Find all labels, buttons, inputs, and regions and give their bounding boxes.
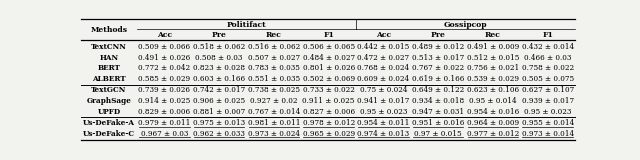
Text: 0.881 ± 0.007: 0.881 ± 0.007 (193, 108, 245, 116)
Text: 0.947 ± 0.031: 0.947 ± 0.031 (412, 108, 464, 116)
Text: 0.505 ± 0.075: 0.505 ± 0.075 (522, 75, 573, 83)
Text: Rec: Rec (485, 31, 501, 39)
Text: UPFD: UPFD (97, 108, 120, 116)
Text: 0.756 ± 0.021: 0.756 ± 0.021 (467, 64, 519, 72)
Text: 0.491 ± 0.026: 0.491 ± 0.026 (138, 54, 191, 62)
Text: 0.939 ± 0.017: 0.939 ± 0.017 (522, 97, 573, 105)
Text: 0.623 ± 0.106: 0.623 ± 0.106 (467, 86, 519, 94)
Text: Politifact: Politifact (227, 21, 266, 29)
Text: 0.783 ± 0.035: 0.783 ± 0.035 (248, 64, 300, 72)
Text: HAN: HAN (99, 54, 118, 62)
Text: 0.619 ± 0.166: 0.619 ± 0.166 (412, 75, 465, 83)
Text: TextGCN: TextGCN (92, 86, 127, 94)
Text: 0.973 ± 0.014: 0.973 ± 0.014 (522, 130, 573, 138)
Text: 0.95 ± 0.023: 0.95 ± 0.023 (524, 108, 572, 116)
Text: 0.981 ± 0.011: 0.981 ± 0.011 (248, 119, 300, 127)
Text: TextCNN: TextCNN (91, 43, 127, 51)
Text: 0.974 ± 0.013: 0.974 ± 0.013 (357, 130, 410, 138)
Text: 0.627 ± 0.107: 0.627 ± 0.107 (522, 86, 574, 94)
Text: 0.823 ± 0.028: 0.823 ± 0.028 (193, 64, 245, 72)
Text: 0.75 ± 0.024: 0.75 ± 0.024 (360, 86, 407, 94)
Text: 0.484 ± 0.027: 0.484 ± 0.027 (303, 54, 355, 62)
Text: ALBERT: ALBERT (92, 75, 126, 83)
Text: Us-DeFake-C: Us-DeFake-C (83, 130, 135, 138)
Text: Gossipcop: Gossipcop (444, 21, 487, 29)
Text: 0.585 ± 0.029: 0.585 ± 0.029 (138, 75, 191, 83)
Text: 0.906 ± 0.025: 0.906 ± 0.025 (193, 97, 245, 105)
Text: 0.941 ± 0.017: 0.941 ± 0.017 (357, 97, 410, 105)
Text: 0.491 ± 0.009: 0.491 ± 0.009 (467, 43, 519, 51)
Text: 0.738 ± 0.025: 0.738 ± 0.025 (248, 86, 300, 94)
Text: Acc: Acc (376, 31, 391, 39)
Text: 0.742 ± 0.017: 0.742 ± 0.017 (193, 86, 245, 94)
Text: Acc: Acc (157, 31, 172, 39)
Text: 0.472 ± 0.027: 0.472 ± 0.027 (357, 54, 410, 62)
Text: 0.97 ± 0.015: 0.97 ± 0.015 (414, 130, 462, 138)
Text: 0.513 ± 0.017: 0.513 ± 0.017 (412, 54, 464, 62)
Text: 0.512 ± 0.015: 0.512 ± 0.015 (467, 54, 519, 62)
Text: 0.739 ± 0.026: 0.739 ± 0.026 (138, 86, 191, 94)
Text: 0.432 ± 0.014: 0.432 ± 0.014 (522, 43, 573, 51)
Text: GraphSage: GraphSage (86, 97, 131, 105)
Text: 0.954 ± 0.016: 0.954 ± 0.016 (467, 108, 519, 116)
Text: 0.466 ± 0.03: 0.466 ± 0.03 (524, 54, 572, 62)
Text: Us-DeFake-A: Us-DeFake-A (83, 119, 135, 127)
Text: Methods: Methods (90, 26, 127, 34)
Text: 0.507 ± 0.027: 0.507 ± 0.027 (248, 54, 300, 62)
Text: 0.954 ± 0.011: 0.954 ± 0.011 (357, 119, 410, 127)
Text: 0.801 ± 0.026: 0.801 ± 0.026 (303, 64, 355, 72)
Text: F1: F1 (542, 31, 553, 39)
Text: 0.506 ± 0.065: 0.506 ± 0.065 (303, 43, 355, 51)
Text: 0.911 ± 0.025: 0.911 ± 0.025 (303, 97, 355, 105)
Text: 0.518 ± 0.062: 0.518 ± 0.062 (193, 43, 245, 51)
Text: 0.767 ± 0.014: 0.767 ± 0.014 (248, 108, 300, 116)
Text: 0.502 ± 0.069: 0.502 ± 0.069 (303, 75, 355, 83)
Text: Pre: Pre (212, 31, 227, 39)
Text: F1: F1 (323, 31, 334, 39)
Text: 0.95 ± 0.014: 0.95 ± 0.014 (469, 97, 516, 105)
Text: 0.539 ± 0.029: 0.539 ± 0.029 (467, 75, 519, 83)
Text: 0.509 ± 0.066: 0.509 ± 0.066 (138, 43, 191, 51)
Text: 0.927 ± 0.02: 0.927 ± 0.02 (250, 97, 298, 105)
Text: 0.914 ± 0.025: 0.914 ± 0.025 (138, 97, 191, 105)
Text: 0.767 ± 0.022: 0.767 ± 0.022 (412, 64, 464, 72)
Text: 0.965 ± 0.029: 0.965 ± 0.029 (303, 130, 355, 138)
Text: 0.768 ± 0.024: 0.768 ± 0.024 (357, 64, 410, 72)
Text: 0.978 ± 0.012: 0.978 ± 0.012 (303, 119, 355, 127)
Text: Rec: Rec (266, 31, 282, 39)
Text: 0.979 ± 0.011: 0.979 ± 0.011 (138, 119, 191, 127)
Text: 0.967 ± 0.03: 0.967 ± 0.03 (141, 130, 188, 138)
Text: 0.829 ± 0.006: 0.829 ± 0.006 (138, 108, 191, 116)
Text: 0.973 ± 0.024: 0.973 ± 0.024 (248, 130, 300, 138)
Text: 0.489 ± 0.012: 0.489 ± 0.012 (412, 43, 464, 51)
Text: BERT: BERT (97, 64, 120, 72)
Text: 0.962 ± 0.033: 0.962 ± 0.033 (193, 130, 245, 138)
Text: 0.442 ± 0.015: 0.442 ± 0.015 (357, 43, 410, 51)
Text: 0.516 ± 0.062: 0.516 ± 0.062 (248, 43, 300, 51)
Text: 0.827 ± 0.006: 0.827 ± 0.006 (303, 108, 355, 116)
Text: 0.758 ± 0.022: 0.758 ± 0.022 (522, 64, 573, 72)
Text: 0.772 ± 0.042: 0.772 ± 0.042 (138, 64, 191, 72)
Text: 0.95 ± 0.023: 0.95 ± 0.023 (360, 108, 407, 116)
Text: 0.951 ± 0.016: 0.951 ± 0.016 (412, 119, 465, 127)
Text: 0.508 ± 0.03: 0.508 ± 0.03 (195, 54, 243, 62)
Text: 0.551 ± 0.035: 0.551 ± 0.035 (248, 75, 300, 83)
Text: 0.955 ± 0.014: 0.955 ± 0.014 (522, 119, 574, 127)
Text: 0.934 ± 0.018: 0.934 ± 0.018 (412, 97, 464, 105)
Text: 0.977 ± 0.012: 0.977 ± 0.012 (467, 130, 519, 138)
Text: Pre: Pre (431, 31, 445, 39)
Text: 0.603 ± 0.166: 0.603 ± 0.166 (193, 75, 245, 83)
Text: 0.733 ± 0.022: 0.733 ± 0.022 (303, 86, 355, 94)
Text: 0.975 ± 0.013: 0.975 ± 0.013 (193, 119, 245, 127)
Text: 0.964 ± 0.009: 0.964 ± 0.009 (467, 119, 519, 127)
Text: 0.609 ± 0.024: 0.609 ± 0.024 (357, 75, 410, 83)
Text: 0.649 ± 0.122: 0.649 ± 0.122 (412, 86, 464, 94)
